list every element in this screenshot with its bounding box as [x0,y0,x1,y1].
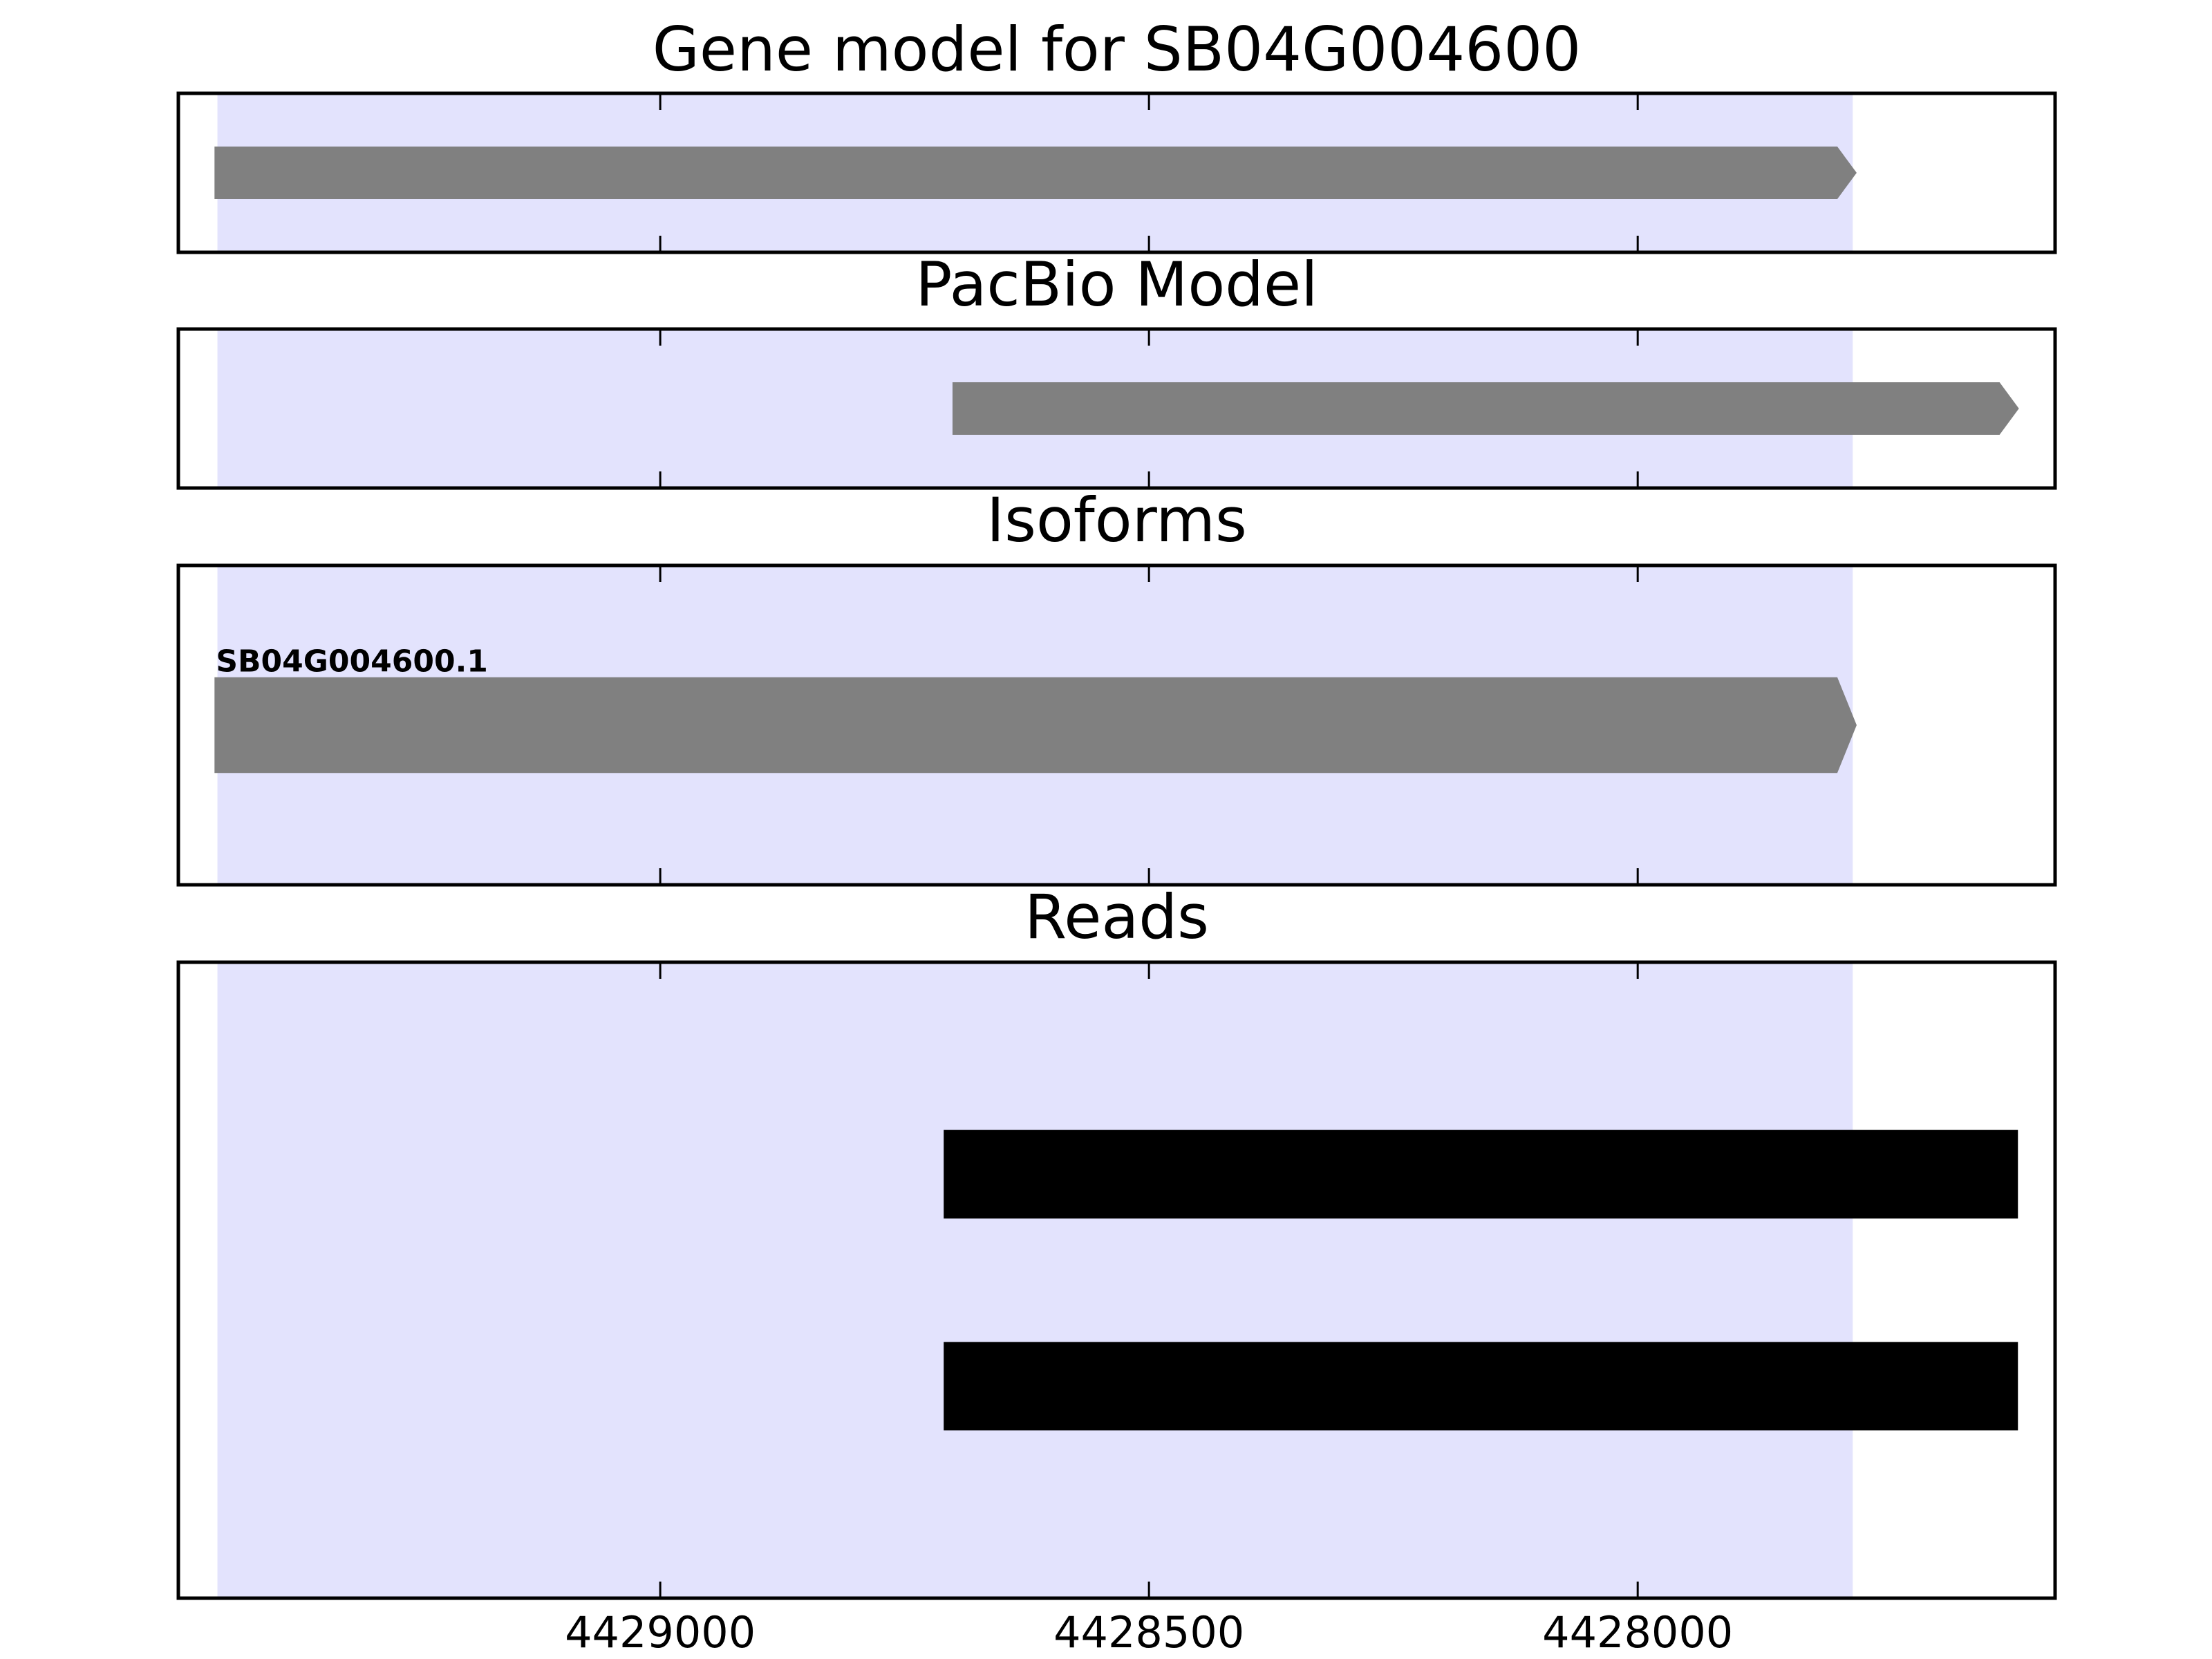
panel-frame [176,91,2057,254]
panel-title: Gene model for SB04G004600 [653,14,1582,85]
read [944,1342,2018,1431]
x-tick-label: 4428000 [1542,1607,1733,1658]
gene-feature [214,147,1857,199]
panel-frame [176,960,2057,1600]
panel-frame [176,327,2057,490]
x-tick-label: 4428500 [1053,1607,1244,1658]
feature-label: SB04G004600.1 [216,644,488,679]
gene-feature [952,382,2019,435]
x-tick-label: 4429000 [565,1607,756,1658]
read [944,1130,2018,1219]
panel-title: PacBio Model [915,249,1318,320]
panel-title: Reads [1024,881,1209,953]
panel-title: Isoforms [986,485,1247,556]
highlight-region [217,962,1853,1598]
gene-feature [214,677,1857,774]
panel-frame [176,563,2057,887]
